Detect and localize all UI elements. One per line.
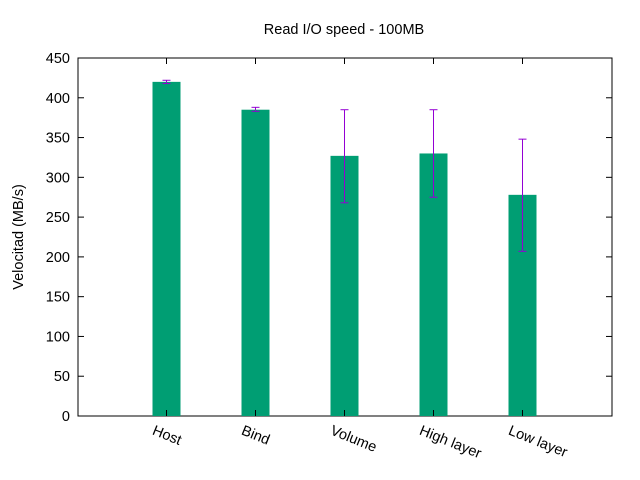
y-tick-label: 50 (54, 369, 70, 385)
x-tick-label: Low layer (506, 423, 570, 461)
y-tick-label: 0 (62, 409, 70, 425)
y-tick-label: 350 (46, 131, 70, 147)
y-tick-label: 450 (46, 51, 70, 67)
y-tick-label: 400 (46, 91, 70, 107)
y-axis-label: Velocitad (MB/s) (11, 184, 27, 290)
x-tick-label: Volume (328, 423, 379, 456)
y-tick-label: 150 (46, 290, 70, 306)
y-tick-label: 250 (46, 210, 70, 226)
y-tick-label: 100 (46, 329, 70, 345)
x-tick-label: High layer (417, 423, 484, 462)
y-tick-label: 200 (46, 250, 70, 266)
bar (152, 81, 181, 416)
chart-title: Read I/O speed - 100MB (264, 22, 424, 38)
plot-area: 0 50 100 150 200 250 300 350 400 450 Host Bind Volum… (46, 51, 613, 462)
y-tick-label: 300 (46, 170, 70, 186)
x-tick-label: Bind (239, 423, 272, 449)
bar (241, 109, 270, 416)
x-tick-label: Host (150, 423, 184, 449)
